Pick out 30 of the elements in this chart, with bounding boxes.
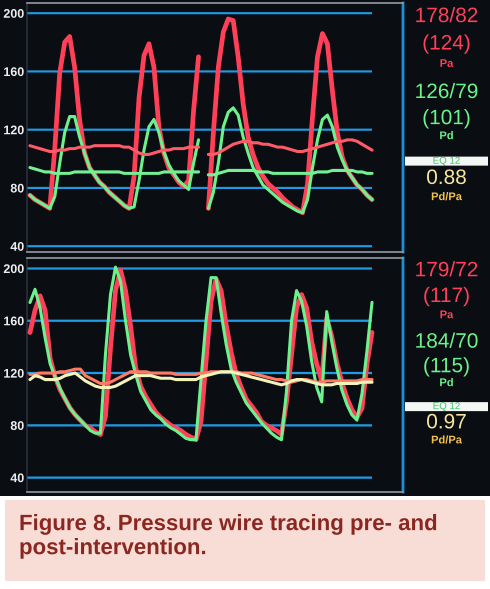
y-tick-label: 40 (10, 242, 24, 251)
text: 178/82 (416, 6, 478, 22)
text: Pd (440, 378, 453, 386)
text: (101) (423, 109, 470, 128)
line-series (28, 370, 374, 389)
y-tick-label: 200 (4, 264, 24, 274)
caption: Figure 8. Pressure wire tracing pre- and post-intervention. (20, 514, 436, 559)
text: EQ 12 (434, 402, 460, 411)
text: EQ 12 (434, 156, 460, 166)
text: 0.88 (427, 169, 466, 184)
text: Pd/Pa (432, 435, 462, 444)
y-tick-label: 80 (10, 421, 24, 430)
text: 126/79 (416, 82, 478, 98)
text: 0.97 (427, 414, 466, 429)
text: Pa (440, 310, 454, 318)
y-tick-label: 40 (10, 473, 24, 482)
y-tick-label: 120 (4, 125, 24, 134)
y-tick-label: 80 (10, 184, 24, 193)
text: (117) (424, 286, 469, 306)
text: 179/72 (416, 261, 478, 276)
y-tick-label: 160 (4, 67, 24, 76)
text: (115) (424, 357, 469, 377)
text: Pa (440, 59, 454, 67)
y-tick-label: 200 (4, 8, 24, 18)
text: (124) (423, 34, 470, 54)
y-tick-label: 120 (4, 368, 24, 378)
text: 184/70 (416, 332, 478, 348)
y-tick-label: 160 (4, 316, 24, 326)
text: Pd/Pa (432, 192, 462, 200)
text: Pd (440, 131, 453, 140)
